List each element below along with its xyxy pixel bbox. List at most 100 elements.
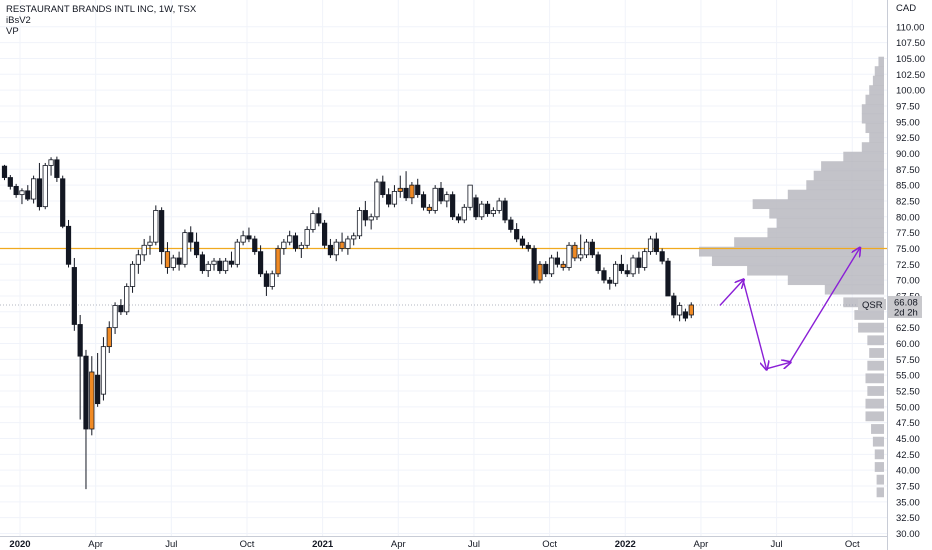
price-tag-bg	[888, 295, 922, 318]
price-axis[interactable]: 30.00 32.50 35.00 37.50 40.00 42.50 45.00 47.50…	[896, 22, 925, 540]
time-tick-label: Oct	[240, 539, 255, 550]
price-tick-label: 52.50	[896, 386, 920, 397]
candle	[653, 232, 659, 255]
candle	[642, 248, 648, 271]
candle-body	[95, 374, 101, 405]
time-tick-label: Apr	[694, 539, 709, 550]
grid-lines	[0, 0, 887, 536]
candle-body	[618, 263, 625, 272]
candle-body	[345, 238, 351, 249]
candle	[228, 251, 235, 268]
last-price-label: 66.08	[894, 297, 918, 308]
candle-body	[141, 244, 147, 256]
candle-body	[409, 184, 415, 199]
time-axis[interactable]: 2020 Apr Jul Oct 2021 Apr Jul Oct 2022 Apr Jul Oct	[9, 539, 860, 550]
candle	[257, 245, 264, 277]
candle	[432, 185, 438, 214]
candle	[211, 257, 217, 271]
candle	[48, 157, 54, 176]
indicator-vp-label[interactable]: VP	[6, 26, 19, 37]
candle	[54, 156, 60, 182]
candle-body	[636, 257, 642, 268]
candle	[450, 191, 456, 220]
candle-body	[60, 178, 66, 227]
volume-profile-bar	[843, 151, 884, 162]
candle-body	[677, 305, 683, 316]
price-tick-label: 40.00	[896, 466, 920, 477]
candle-body	[647, 238, 654, 253]
candle	[426, 204, 432, 214]
candle	[514, 223, 520, 243]
volume-profile-bar	[861, 142, 884, 153]
candle-body	[531, 248, 537, 281]
candle-body	[65, 225, 72, 265]
candle-body	[356, 210, 363, 237]
candle-body	[77, 324, 83, 357]
candle-body	[642, 251, 648, 268]
indicator-ibsv2-label[interactable]: iBsV2	[6, 15, 31, 26]
candle-body	[1, 165, 8, 178]
candle-body	[415, 184, 421, 196]
candle-body	[525, 244, 531, 249]
volume-profile-bar	[821, 161, 884, 172]
candle-body	[199, 254, 205, 272]
price-tick-label: 50.00	[896, 402, 920, 413]
candle	[316, 207, 322, 227]
candle-body	[583, 241, 590, 256]
projection-drawing[interactable]	[719, 248, 860, 370]
candle-body	[444, 194, 450, 202]
candle-body	[321, 222, 328, 246]
time-tick-label: 2022	[615, 539, 636, 550]
price-tick-label: 72.50	[896, 260, 920, 271]
candle	[403, 171, 409, 201]
candle	[548, 254, 555, 277]
volume-profile	[699, 56, 884, 498]
candle-body	[595, 254, 601, 272]
candle	[397, 175, 403, 198]
volume-profile-bar	[699, 246, 884, 257]
price-tick-label: 35.00	[896, 497, 920, 508]
volume-profile-bar	[776, 218, 884, 229]
candle	[42, 162, 48, 210]
candle-body	[281, 241, 287, 249]
candle-body	[159, 210, 165, 253]
volume-profile-bar	[878, 56, 884, 67]
projection-arrow	[766, 362, 789, 370]
volume-profile-bar	[824, 284, 884, 295]
candle	[83, 349, 89, 490]
price-tick-label: 97.50	[896, 101, 920, 112]
candle-body	[83, 355, 89, 430]
volume-profile-bar	[865, 398, 884, 409]
candle-body	[135, 254, 141, 265]
candle	[583, 238, 590, 258]
candle-body	[287, 235, 293, 243]
time-tick-label: Oct	[845, 539, 860, 550]
candle	[455, 213, 462, 224]
price-tick-label: 57.50	[896, 355, 920, 366]
volume-profile-bar	[867, 335, 884, 346]
candle	[275, 245, 281, 277]
candle	[420, 191, 427, 211]
candle	[263, 270, 270, 296]
candle	[496, 197, 502, 214]
candle	[380, 175, 386, 198]
symbol-tag: QSR	[862, 300, 883, 311]
candle-body	[182, 232, 188, 265]
price-tick-label: 42.50	[896, 450, 920, 461]
candle	[124, 283, 130, 315]
candle	[287, 230, 293, 246]
candle-body	[153, 210, 159, 243]
candle	[36, 162, 43, 211]
candle	[368, 213, 374, 230]
candle-body	[42, 165, 48, 208]
volume-profile-bar	[769, 208, 884, 219]
candle-body	[310, 213, 316, 230]
volume-profile-bar	[752, 199, 884, 210]
candle-body	[420, 194, 427, 208]
candle-body	[25, 190, 31, 200]
candle-body	[455, 216, 462, 221]
symbol-title[interactable]: RESTAURANT BRANDS INTL INC, 1W, TSX	[6, 4, 197, 15]
candle-body	[607, 279, 613, 284]
price-tick-label: 102.50	[896, 70, 925, 81]
